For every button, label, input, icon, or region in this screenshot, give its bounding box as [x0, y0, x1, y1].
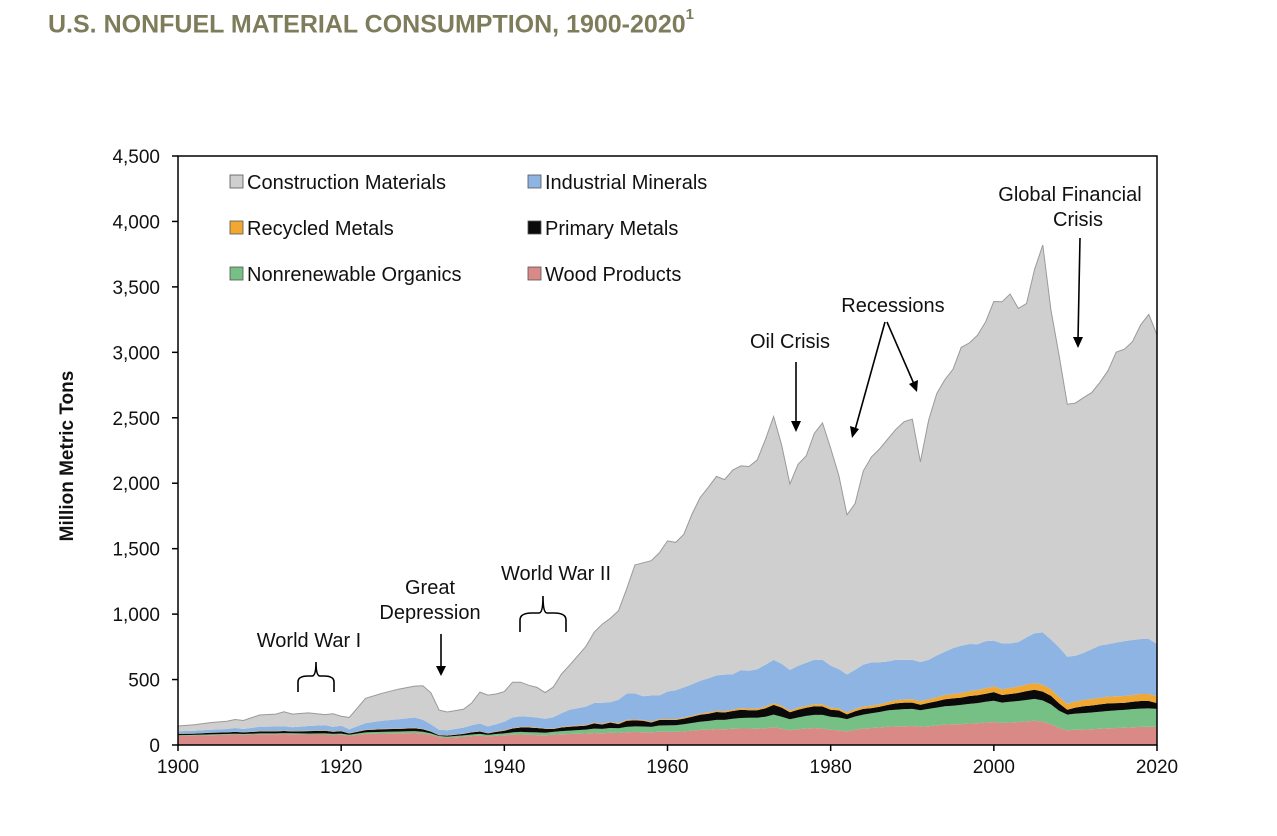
- area-industrial-minerals: [178, 632, 1157, 736]
- annotation-wwi-label: World War I: [257, 630, 361, 652]
- annotation-recessions: Recessions: [841, 295, 945, 438]
- y-tick-label: 4,000: [112, 212, 160, 233]
- legend-swatch-nonrenewable-organics: [229, 266, 244, 281]
- annotation-wwii-label: World War II: [501, 563, 611, 585]
- legend-swatch-wood-products: [527, 266, 542, 281]
- legend-swatch-construction-materials: [229, 174, 244, 189]
- area-wood-products: [178, 720, 1157, 745]
- annotation-gfc: Global Financial Crisis: [998, 184, 1142, 348]
- annotation-great-depression-line2: Depression: [379, 602, 480, 624]
- y-tick-label: 500: [128, 671, 160, 692]
- y-tick-label: 3,000: [112, 343, 160, 364]
- legend-label-primary-metals: Primary Metals: [545, 218, 678, 240]
- legend-label-construction-materials: Construction Materials: [247, 172, 446, 194]
- area-nonrenewable-organics: [178, 698, 1157, 738]
- total-outline: [177, 244, 1158, 727]
- x-tick-label: 1980: [810, 757, 852, 778]
- y-tick-label: 4,500: [112, 147, 160, 168]
- x-tick-label: 1960: [646, 757, 688, 778]
- y-tick-label: 1,500: [112, 540, 160, 561]
- annotation-wwi: World War I: [257, 630, 361, 692]
- legend-label-wood-products: Wood Products: [545, 264, 681, 286]
- y-tick-label: 3,500: [112, 278, 160, 299]
- legend-label-nonrenewable-organics: Nonrenewable Organics: [247, 264, 462, 286]
- area-primary-metals: [178, 689, 1157, 737]
- y-tick-label: 2,500: [112, 409, 160, 430]
- annotation-gfc-line2: Crisis: [1053, 209, 1103, 231]
- legend-swatch-industrial-minerals: [527, 174, 542, 189]
- page-title-text: U.S. NONFUEL MATERIAL CONSUMPTION, 1900-…: [48, 10, 686, 39]
- legend-label-industrial-minerals: Industrial Minerals: [545, 172, 707, 194]
- title-footnote-marker: 1: [685, 6, 694, 23]
- y-tick-label: 1,000: [112, 605, 160, 626]
- annotation-recessions-label: Recessions: [841, 295, 944, 317]
- x-tick-label: 2000: [973, 757, 1015, 778]
- legend: Construction Materials Industrial Mineral…: [229, 172, 707, 286]
- page-title: U.S. NONFUEL MATERIAL CONSUMPTION, 1900-…: [48, 6, 694, 39]
- annotation-oil-crisis: Oil Crisis: [750, 331, 830, 432]
- annotation-great-depression-arrowhead: [436, 666, 446, 676]
- area-construction-materials: [178, 245, 1157, 732]
- annotation-recessions-arrow-2: [886, 321, 915, 385]
- annotation-recessions-arrow-1: [854, 321, 886, 431]
- y-axis: 0 500 1,000 1,500 2,000 2,500 3,000 3,500 4,000 4…: [112, 147, 178, 757]
- legend-swatch-primary-metals: [527, 220, 542, 235]
- annotation-gfc-line1: Global Financial: [998, 184, 1141, 206]
- annotation-oil-crisis-label: Oil Crisis: [750, 331, 830, 353]
- legend-swatch-recycled-metals: [229, 220, 244, 235]
- legend-label-recycled-metals: Recycled Metals: [247, 218, 394, 240]
- x-tick-label: 1920: [320, 757, 362, 778]
- annotation-recessions-arrowhead-2: [909, 380, 918, 392]
- annotation-great-depression-line1: Great: [405, 577, 455, 599]
- x-axis: 1900 1920 1940 1960 1980 2000 2020: [157, 745, 1178, 778]
- x-tick-label: 2020: [1136, 757, 1178, 778]
- annotation-oil-crisis-arrowhead: [791, 421, 801, 432]
- x-tick-label: 1940: [483, 757, 525, 778]
- y-tick-label: 0: [149, 736, 160, 757]
- annotation-gfc-arrow: [1077, 237, 1081, 341]
- annotation-wwii-brace: [519, 595, 567, 632]
- area-series-group: [177, 244, 1158, 745]
- y-axis-label: Million Metric Tons: [57, 371, 78, 542]
- annotation-wwii: World War II: [501, 563, 611, 632]
- annotation-recessions-arrowhead-1: [850, 426, 859, 438]
- annotation-gfc-arrowhead: [1073, 337, 1083, 348]
- annotation-great-depression: Great Depression: [379, 577, 481, 676]
- y-tick-label: 2,000: [112, 474, 160, 495]
- annotation-wwi-brace: [297, 661, 335, 692]
- x-tick-label: 1900: [157, 757, 199, 778]
